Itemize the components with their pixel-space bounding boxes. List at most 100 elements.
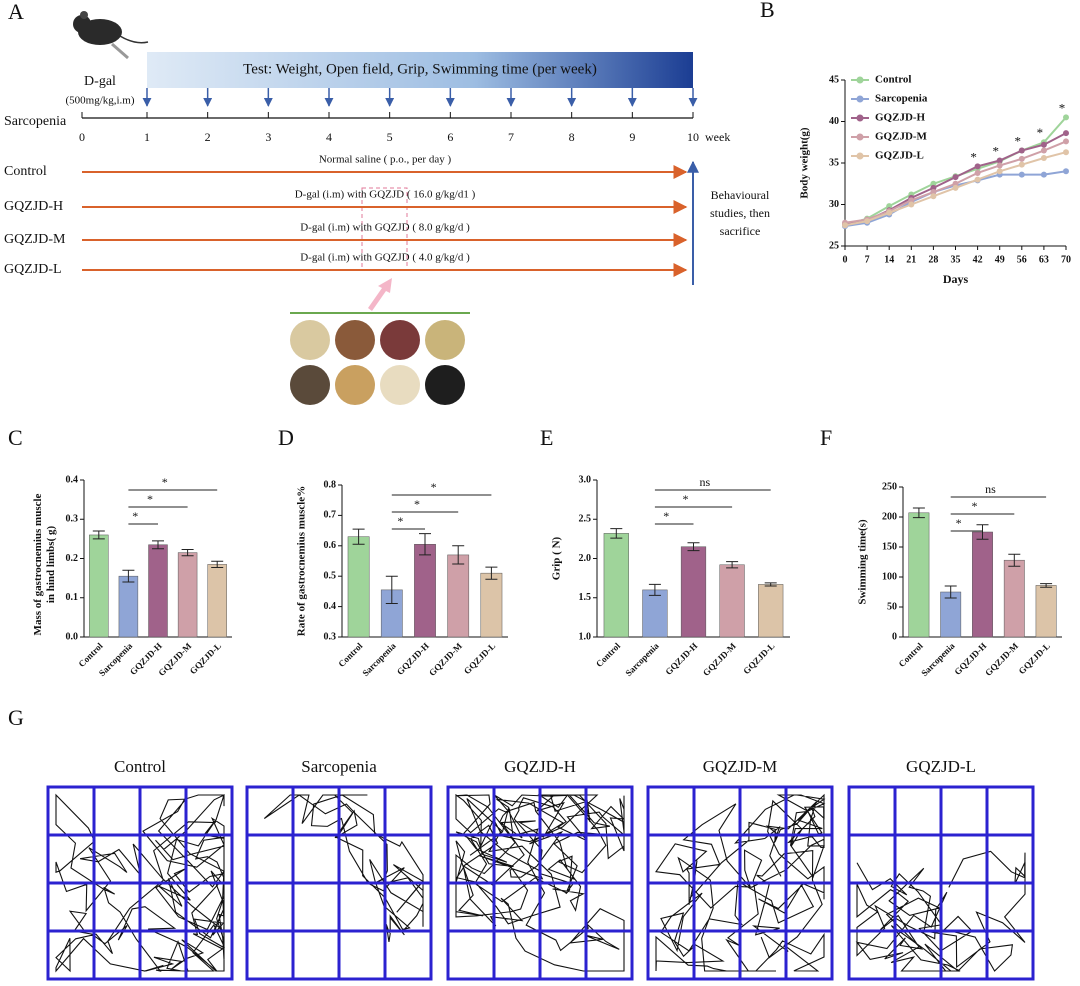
treatment-text: D-gal (i.m) with GQZJD ( 16.0 g/kg/d1 ): [295, 189, 476, 201]
comparison-label: *: [397, 514, 403, 528]
y-axis-label: Swimming time(s): [857, 519, 869, 605]
bar: [719, 564, 745, 638]
y-axis-label: Grip ( N): [551, 536, 563, 580]
panel-label: A: [8, 0, 24, 24]
week-unit: week: [705, 130, 730, 144]
track: [263, 794, 424, 942]
comparison-label: *: [162, 475, 168, 489]
week-label: 4: [326, 130, 332, 144]
x-tick-label: GQZJD-L: [741, 641, 776, 676]
error-bar: [419, 533, 431, 556]
x-tick-label: Control: [336, 640, 365, 669]
x-tick-label: 49: [995, 254, 1005, 265]
endpoint-text: Behavioural: [711, 188, 770, 202]
point: [996, 157, 1003, 164]
pink-arrow: [368, 278, 392, 311]
y-axis-label: Rate of gastrocnemius muscle%: [296, 486, 308, 636]
y-tick-label: 0: [892, 631, 897, 642]
week-label: 9: [629, 130, 635, 144]
group-label: GQZJD-H: [4, 199, 63, 214]
x-tick-label: Control: [594, 640, 623, 669]
group-title: GQZJD-H: [504, 757, 576, 776]
x-tick-label: Sarcopenia: [623, 640, 661, 678]
point: [974, 176, 981, 183]
x-tick-label: 56: [1017, 254, 1027, 265]
y-tick-label: 40: [829, 116, 839, 127]
y-axis-label: Body weight(g): [799, 127, 811, 199]
comparison-label: *: [431, 480, 437, 494]
point: [908, 201, 915, 208]
x-tick-label: Sarcopenia: [360, 640, 398, 678]
y-tick-label: 100: [882, 571, 897, 582]
group-title: GQZJD-L: [906, 757, 976, 776]
point: [864, 218, 871, 225]
x-tick-label: GQZJD-M: [983, 640, 1020, 677]
week-label: 2: [205, 130, 211, 144]
y-tick-label: 0.1: [66, 592, 79, 603]
x-axis-label: Days: [943, 272, 969, 286]
error-bar: [352, 528, 365, 545]
treatment-text: D-gal (i.m) with GQZJD ( 4.0 g/kg/d ): [300, 252, 470, 264]
point: [930, 193, 937, 200]
y-tick-label: 35: [829, 157, 839, 168]
panel-label: G: [8, 705, 24, 730]
bar: [1035, 585, 1057, 638]
comparison-label: *: [132, 509, 138, 523]
point: [930, 184, 937, 191]
treatment-text: D-gal (i.m) with GQZJD ( 8.0 g/kg/d ): [300, 222, 470, 234]
point: [1018, 155, 1025, 162]
y-tick-label: 0.3: [66, 514, 79, 525]
error-bar: [944, 585, 957, 599]
x-tick-label: 28: [928, 254, 938, 265]
y-tick-label: 0.5: [324, 570, 337, 581]
point: [1040, 155, 1047, 162]
significance: *: [970, 149, 977, 164]
y-tick-label: 0.7: [324, 510, 337, 521]
comparison-label: ns: [699, 475, 710, 489]
group-title: Control: [114, 757, 166, 776]
y-tick-label: 50: [887, 601, 897, 612]
comparison-label: *: [972, 499, 978, 513]
point: [996, 168, 1003, 175]
drug-label: D-gal: [84, 74, 116, 89]
bar: [447, 554, 470, 638]
y-tick-label: 0.8: [324, 479, 337, 490]
point: [1063, 114, 1069, 121]
y-tick-label: 0.2: [66, 553, 79, 564]
point: [886, 203, 893, 210]
x-tick-label: 0: [843, 254, 848, 265]
error-bar: [687, 542, 700, 552]
x-tick-label: Control: [76, 640, 105, 669]
error-bar: [211, 560, 224, 569]
x-tick-label: Control: [897, 640, 926, 669]
group-label: GQZJD-L: [4, 262, 62, 277]
significance: *: [1059, 100, 1066, 115]
group-label: GQZJD-M: [4, 232, 66, 247]
point: [930, 189, 937, 196]
panel-label: B: [760, 0, 775, 22]
error-bar: [152, 540, 164, 550]
panel-label: D: [278, 425, 294, 450]
y-tick-label: 0.4: [324, 601, 337, 612]
x-tick-label: GQZJD-M: [701, 640, 738, 677]
y-tick-label: 30: [829, 199, 839, 210]
week-label: 3: [265, 130, 271, 144]
comparison-label: *: [683, 492, 689, 506]
treatment-text: Normal saline ( p.o., per day ): [319, 154, 452, 166]
x-tick-label: 63: [1039, 254, 1049, 265]
point: [952, 174, 959, 181]
week-label: 8: [569, 130, 575, 144]
error-bar: [610, 528, 623, 539]
legend-label: GQZJD-L: [875, 150, 924, 162]
bar: [347, 536, 370, 638]
comparison-label: ns: [985, 482, 996, 496]
bar: [908, 512, 930, 638]
week-label: 1: [144, 130, 150, 144]
point: [930, 180, 937, 187]
point: [952, 180, 959, 187]
bar: [680, 546, 707, 638]
point: [1063, 149, 1069, 156]
x-tick-label: 14: [884, 254, 894, 265]
banner-text: Test: Weight, Open field, Grip, Swimming…: [243, 61, 597, 77]
error-bar: [1040, 583, 1053, 588]
